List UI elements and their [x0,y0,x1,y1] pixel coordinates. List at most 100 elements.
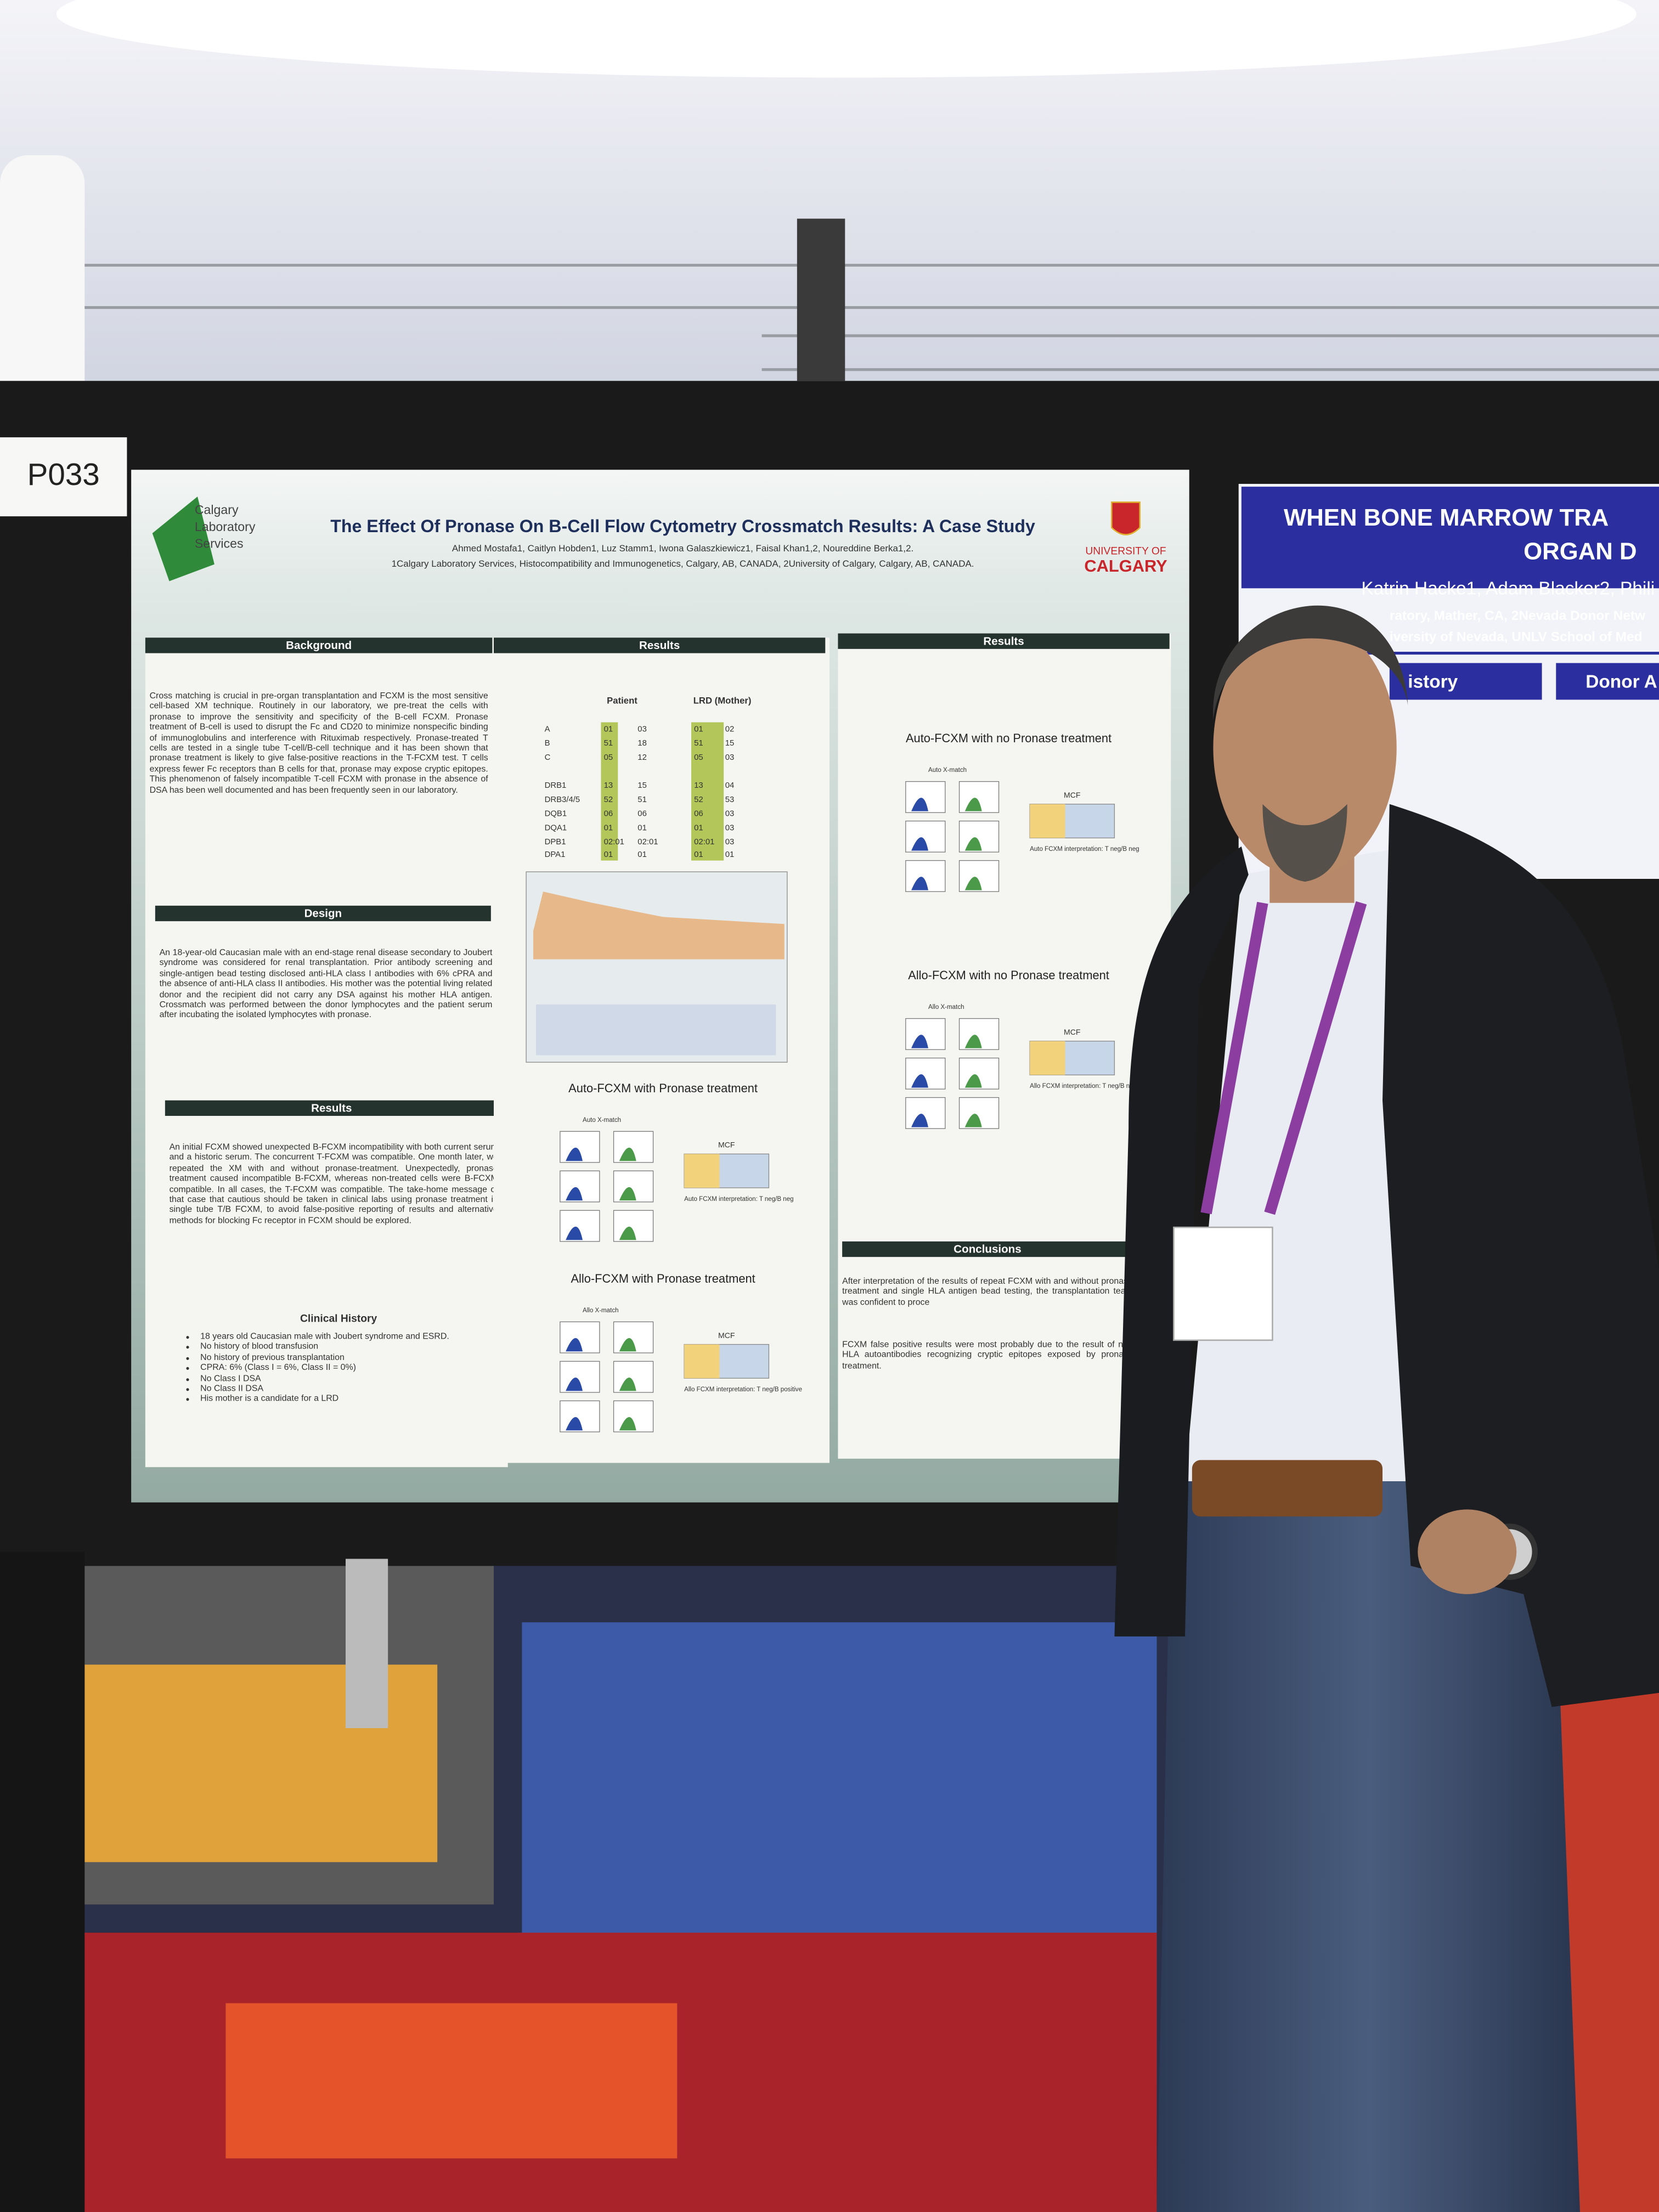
histogram [911,837,928,851]
logo-left: Services [195,537,244,551]
mcf-table-highlight [1030,1041,1065,1075]
table-cell: 01 [604,823,613,832]
histogram [911,1114,928,1127]
highlight-column [691,722,724,861]
table-row-heading: DRB3/4/5 [545,795,580,804]
histogram [964,1114,982,1127]
neighbor-authors: Katrin Hacke1, Adam Blacker2, Phili [1361,579,1655,599]
table-cell: 15 [637,781,647,790]
table-cell: 52 [694,795,703,804]
table-cell: 01 [604,725,613,733]
screenshot-table [536,1004,776,1056]
histogram [566,1338,583,1352]
paragraph: Cross matching is crucial in pre-organ t… [149,691,488,795]
table-cell: 06 [694,810,703,819]
list-item: His mother is a candidate for a LRD [200,1395,502,1405]
table-cell: 13 [694,781,703,790]
section-heading: Clinical History [300,1313,377,1324]
left-column-content: Background Cross matching is crucial in p… [145,637,503,1444]
list-box: 18 years old Caucasian male with Joubert… [186,1331,502,1444]
table-cell: 03 [725,810,735,819]
banner-stand [0,155,85,409]
booth-label-card [0,437,127,517]
section-header-bar [842,1241,1133,1257]
table-row-heading: A [545,725,550,733]
carpet-pattern [225,2003,678,2159]
table-cell: 03 [725,823,735,832]
truss [84,263,1659,371]
booth-label: P033 [27,457,100,492]
histogram [619,1147,636,1161]
neighbor-section-heading: Donor A [1585,672,1657,692]
histogram [566,1378,583,1391]
paragraph: FCXM false positive results were most pr… [842,1340,1133,1371]
table-row-heading: DRB1 [545,781,567,790]
neighbor-title: WHEN BONE MARROW TRA [1284,504,1609,531]
poster-title: The Effect Of Pronase On B-Cell Flow Cyt… [330,516,1035,536]
logo-right: CALGARY [1084,556,1167,575]
figure-caption: Allo-FCXM with no Pronase treatment [908,968,1109,982]
table-row-heading: DPA1 [545,850,566,859]
board-leg [0,1551,85,2212]
poster-authors: Ahmed Mostafa1, Caitlyn Hobden1, Luz Sta… [452,543,913,554]
column-left [145,637,508,1468]
table-cell: 06 [604,810,613,819]
metric-label: MCF [1064,791,1081,799]
histogram [619,1338,636,1352]
histogram [911,1074,928,1088]
ceiling-light [57,0,1637,78]
interpretation: Auto FCXM interpretation: T neg/B neg [684,1196,793,1203]
table-cell: 02 [725,725,735,733]
histogram [964,1074,982,1088]
mcf-table-highlight [684,1344,720,1379]
hand [1418,1509,1517,1594]
neighbor-affiliation: ratory, Mather, CA, 2Nevada Donor Netw [1390,608,1646,623]
mcf-table-highlight [1030,804,1065,838]
table-cell: 01 [637,823,647,832]
histogram [619,1417,636,1431]
table-cell: 13 [604,781,613,790]
paragraph-box: FCXM false positive results were most pr… [842,1340,1133,1371]
board-leg [346,1559,388,1728]
interpretation: Allo FCXM interpretation: T neg/B positi… [684,1386,802,1393]
table-cell: 51 [694,739,703,748]
name-badge [1173,1226,1273,1341]
histogram [964,877,982,890]
histogram [566,1417,583,1431]
section-heading: Results [983,635,1024,647]
table-column-heading: Patient [607,695,637,706]
panel-label: Allo X-match [583,1307,619,1314]
list-item: 18 years old Caucasian male with Joubert… [200,1331,502,1342]
table-cell: 01 [637,850,647,859]
neighbor-rule [1241,652,1659,655]
column-right [838,633,1171,1459]
panel-label: Auto X-match [583,1117,621,1124]
table-row-heading: DQB1 [545,810,567,819]
table-cell: 03 [725,753,735,762]
table-cell: 52 [604,795,613,804]
table-cell: 06 [637,810,647,819]
logo-left: Laboratory [195,520,256,534]
section-header-bar [145,637,493,653]
figure-caption: Allo-FCXM with Pronase treatment [571,1272,755,1285]
histogram [619,1378,636,1391]
paragraph: An 18-year-old Caucasian male with an en… [159,948,493,1021]
histogram [566,1226,583,1240]
section-heading: Results [311,1102,352,1115]
interpretation: Auto FCXM interpretation: T neg/B neg [1030,846,1139,853]
section-heading: Conclusions [953,1243,1021,1256]
list-item: No Class II DSA [200,1384,502,1395]
table-row-heading: DPB1 [545,838,566,847]
university-crest [1111,501,1141,535]
belt [1192,1460,1383,1517]
figure-caption: Auto-FCXM with no Pronase treatment [906,731,1111,745]
right-column-content: Results Auto-FCXM with no Pronase treatme… [838,633,1170,1371]
poster-affiliation: 1Calgary Laboratory Services, Histocompa… [392,558,974,569]
table-cell: 01 [604,850,613,859]
metric-label: MCF [718,1331,735,1340]
paragraph-box: Cross matching is crucial in pre-organ t… [149,691,488,795]
person [1114,605,1659,2212]
table-cell: 05 [604,753,613,762]
